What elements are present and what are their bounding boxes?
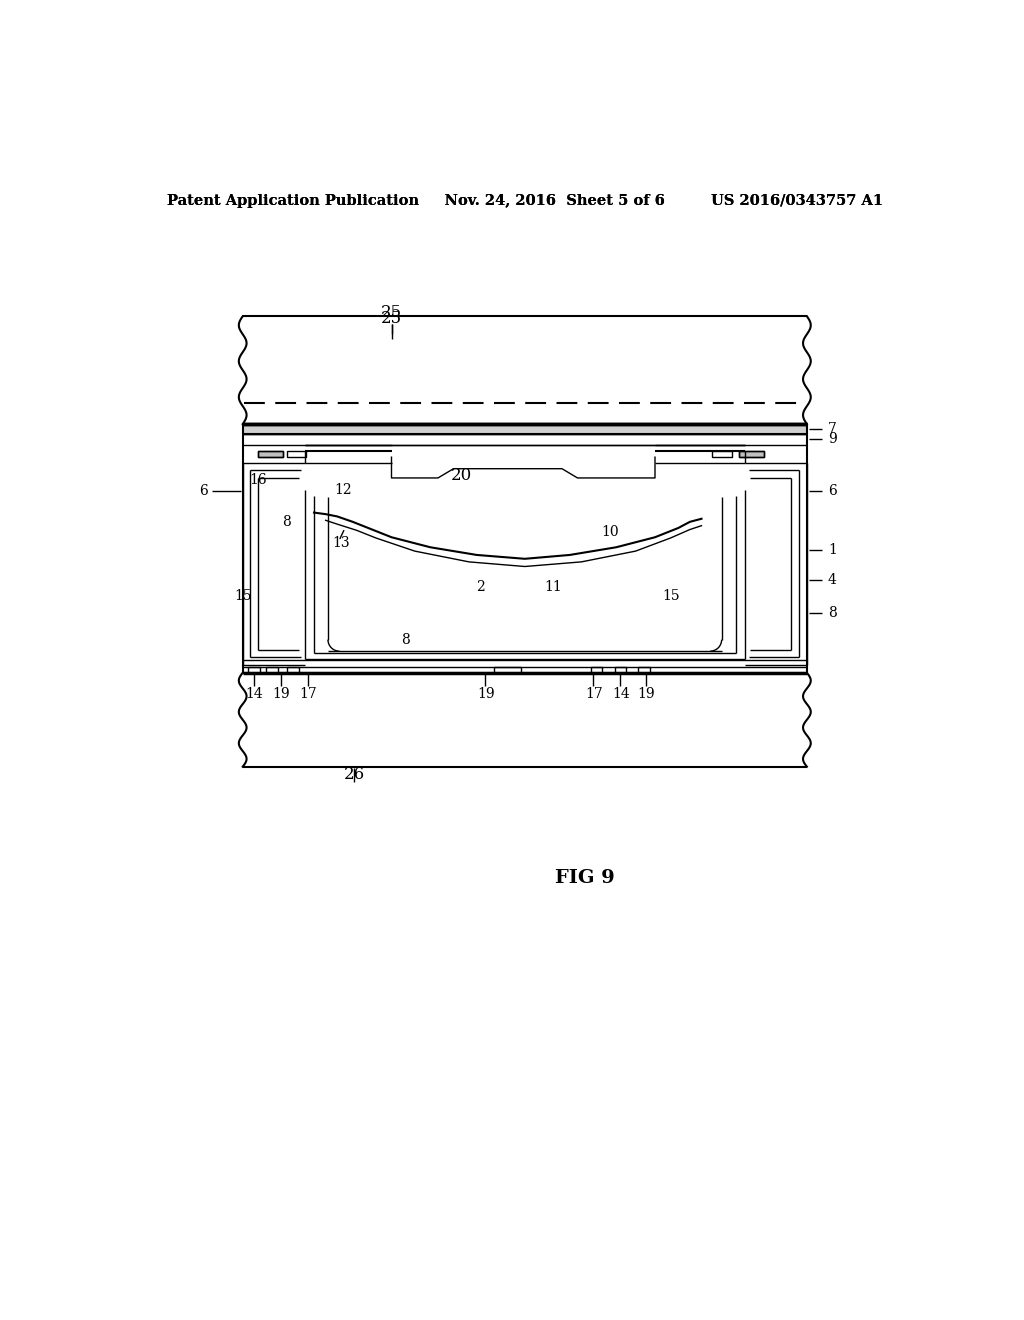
Text: 10: 10 [601,525,618,539]
Text: 11: 11 [544,581,561,594]
Text: 15: 15 [663,589,680,603]
Text: Patent Application Publication     Nov. 24, 2016  Sheet 5 of 6         US 2016/0: Patent Application Publication Nov. 24, … [167,194,883,207]
Bar [494,667,521,673]
Text: 25: 25 [381,304,402,321]
Text: Patent Application Publication     Nov. 24, 2016  Sheet 5 of 6         US 2016/0: Patent Application Publication Nov. 24, … [167,194,883,207]
Text: 6: 6 [827,484,837,498]
Text: 9: 9 [827,433,837,446]
Bar [713,451,732,457]
Text: 13: 13 [333,536,350,550]
Text: 7: 7 [827,421,837,436]
Text: 19: 19 [272,686,290,701]
Text: 20: 20 [451,467,472,484]
Bar [266,667,278,673]
Text: 19: 19 [477,686,495,701]
Bar [739,451,764,457]
Bar [739,451,764,457]
Text: 12: 12 [335,483,352,496]
Text: FIG 9: FIG 9 [555,870,615,887]
Text: 16: 16 [250,474,267,487]
Bar [258,451,283,457]
Bar [287,667,299,673]
Bar [243,424,807,434]
Bar [614,667,627,673]
Bar [638,667,649,673]
Text: 15: 15 [233,589,252,603]
Text: 8: 8 [401,632,410,647]
Text: 17: 17 [585,686,603,701]
Text: 14: 14 [612,686,630,701]
Text: 1: 1 [827,543,837,557]
Bar [248,667,260,673]
Text: 4: 4 [827,573,837,587]
Text: 17: 17 [300,686,317,701]
Text: 8: 8 [283,515,291,529]
Text: 14: 14 [246,686,263,701]
Bar [591,667,602,673]
Text: 8: 8 [827,606,837,619]
Text: 25: 25 [381,310,402,327]
Bar [258,451,283,457]
Text: 19: 19 [638,686,655,701]
Text: 2: 2 [476,581,485,594]
Bar [287,451,306,457]
Text: 26: 26 [344,766,365,783]
Text: 6: 6 [199,484,208,498]
